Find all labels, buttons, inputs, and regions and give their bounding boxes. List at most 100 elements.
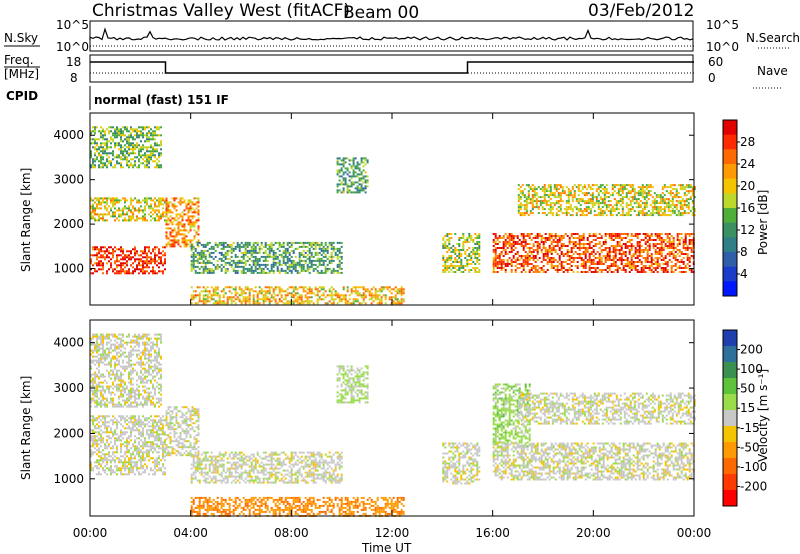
power-echo-region — [190, 241, 343, 274]
power-y-axis-label: Slant Range [km] — [19, 168, 33, 272]
power-echo-region — [190, 286, 405, 305]
colorbar-cell — [723, 281, 737, 297]
count-tick-top-right: 10^5 — [706, 18, 739, 32]
power-echo-region — [90, 126, 162, 169]
colorbar-cell — [723, 237, 737, 253]
power-echo-region — [492, 233, 695, 273]
colorbar-cell — [723, 426, 737, 443]
power-echo-region — [165, 197, 200, 248]
colorbar-cell — [723, 120, 737, 136]
colorbar-tick-label: 16 — [740, 201, 755, 215]
colorbar-cell — [723, 330, 737, 347]
velocity-colorbar-title: Velocity [m s⁻¹] — [756, 369, 770, 462]
nsky-label: N.Sky — [4, 31, 38, 45]
velocity-echo-region — [442, 442, 481, 485]
x-tick-label: 04:00 — [173, 526, 208, 540]
count-panel — [89, 20, 694, 52]
colorbar-tick-label: 200 — [740, 343, 763, 357]
power-y-ticks: 4000 3000 2000 1000 — [53, 128, 694, 276]
power-echo-region — [517, 184, 696, 217]
x-tick-label: 16:00 — [475, 526, 510, 540]
colorbar-tick-label: 100 — [740, 362, 763, 376]
colorbar-cell — [723, 378, 737, 395]
x-tick-label: 08:00 — [274, 526, 309, 540]
colorbar-cell — [723, 149, 737, 165]
colorbar-cell — [723, 178, 737, 194]
colorbar-cell — [723, 490, 737, 507]
power-colorbar-title: Power [dB] — [756, 190, 770, 255]
colorbar-cell — [723, 164, 737, 180]
colorbar-cell — [723, 266, 737, 282]
y-tick-label: 4000 — [53, 128, 84, 142]
colorbar-cell — [723, 208, 737, 224]
power-echo-layer — [90, 126, 696, 305]
count-tick-top-left: 10^5 — [56, 18, 89, 32]
colorbar-tick-label: 12 — [740, 223, 755, 237]
power-echo-region — [90, 246, 166, 275]
cpid-label: CPID — [6, 89, 38, 103]
nsky-line — [89, 27, 694, 41]
x-tick-label: 00:00 — [677, 526, 712, 540]
velocity-echo-region — [517, 392, 696, 425]
colorbar-tick-label: 50 — [740, 382, 755, 396]
colorbar-tick-label: -15 — [740, 421, 760, 435]
colorbar-frame — [722, 329, 738, 507]
velocity-y-axis-label: Slant Range [km] — [19, 376, 33, 480]
colorbar-cell — [723, 222, 737, 238]
count-lines — [89, 27, 694, 47]
colorbar-tick-label: 8 — [740, 245, 748, 259]
nsearch-label: N.Search — [746, 31, 800, 45]
colorbar-cell — [723, 410, 737, 427]
y-tick-label: 2000 — [53, 426, 84, 440]
y-tick-label: 4000 — [53, 336, 84, 350]
colorbar-tick-label: -100 — [740, 460, 767, 474]
colorbar-cell — [723, 346, 737, 363]
nave-label: Nave — [757, 64, 788, 78]
y-tick-label: 1000 — [53, 262, 84, 276]
colorbar-tick-label: 15 — [740, 401, 755, 415]
velocity-echo-region — [165, 406, 200, 457]
y-tick-label: 3000 — [53, 381, 84, 395]
freq-label: Freq. — [4, 53, 34, 67]
colorbar-cell — [723, 442, 737, 459]
nave-tick-top: 60 — [708, 55, 723, 69]
date-label: 03/Feb/2012 — [588, 1, 694, 21]
colorbar-tick-label: 24 — [740, 157, 755, 171]
velocity-echo-region — [90, 333, 162, 408]
freq-lines — [90, 61, 694, 74]
freq-panel — [89, 54, 694, 83]
y-tick-label: 2000 — [53, 217, 84, 231]
power-echo-region — [442, 233, 481, 273]
colorbar-cell — [723, 362, 737, 379]
velocity-echo-region — [336, 365, 369, 404]
power-echo-region — [90, 197, 166, 222]
x-axis-label: Time UT — [361, 541, 412, 554]
cpid-value: normal (fast) 151 IF — [94, 93, 229, 107]
plot-title: Christmas Valley West (fitACF) — [92, 1, 350, 21]
velocity-colorbar: 200 100 50 15 -15 -50 -100 -200 — [722, 329, 767, 507]
velocity-echo-region — [492, 442, 695, 481]
x-axis-ticks: 00:00 04:00 08:00 12:00 16:00 20:00 00:00 — [73, 113, 712, 540]
freq-unit: [MHz] — [4, 67, 39, 81]
y-tick-label: 3000 — [53, 173, 84, 187]
colorbar-cell — [723, 193, 737, 209]
freq-tick-bottom: 8 — [70, 71, 78, 85]
count-tick-bottom-right: 10^0 — [706, 40, 739, 54]
colorbar-tick-label: 28 — [740, 135, 755, 149]
nave-tick-bottom: 0 — [708, 71, 716, 85]
x-tick-label: 00:00 — [73, 526, 108, 540]
beam-label: Beam 00 — [343, 3, 419, 23]
colorbar-tick-label: 4 — [740, 267, 748, 281]
colorbar-tick-label: -200 — [740, 479, 767, 493]
x-tick-label: 12:00 — [375, 526, 410, 540]
colorbar-cell — [723, 134, 737, 150]
x-tick-label: 20:00 — [576, 526, 611, 540]
colorbar-cell — [723, 474, 737, 491]
colorbar-tick-label: 20 — [740, 179, 755, 193]
power-echo-region — [336, 157, 369, 194]
velocity-echo-region — [190, 451, 343, 484]
velocity-y-ticks: 4000 3000 2000 1000 — [53, 336, 694, 486]
freq-tick-top: 18 — [66, 55, 81, 69]
colorbar-tick-label: -50 — [740, 440, 760, 454]
